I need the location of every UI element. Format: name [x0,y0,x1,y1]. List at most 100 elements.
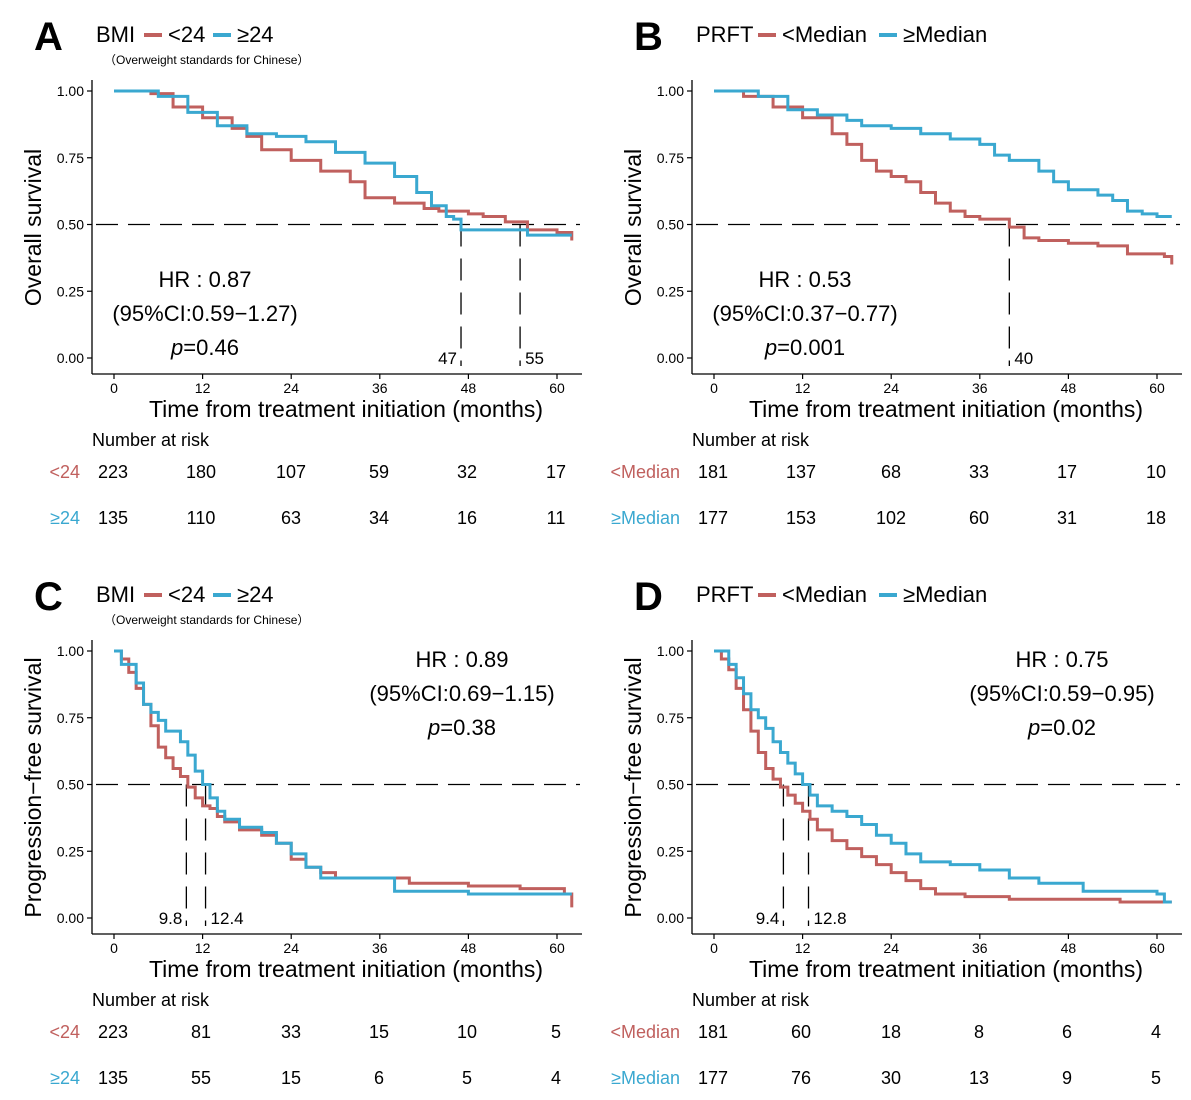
x-tick-label: 36 [972,940,988,956]
y-tick-label: 0.50 [57,217,84,233]
stats-block-A: HR : 0.87 (95%CI:0.59−1.27) p=0.46 [112,267,297,360]
x-tick-label: 36 [372,380,388,396]
legend-title: PRFT [696,582,753,607]
risk-count: 18 [881,1022,901,1042]
risk-count: 6 [374,1068,384,1088]
risk-count: 15 [281,1068,301,1088]
risk-count: 102 [876,508,906,528]
x-tick-label: 24 [283,940,299,956]
risk-count: 34 [369,508,389,528]
y-axis-title: Overall survival [20,149,46,306]
median-label: 9.8 [159,909,183,928]
x-tick-label: 24 [883,940,899,956]
risk-count: 15 [369,1022,389,1042]
risk-count: 63 [281,508,301,528]
risk-count: 33 [281,1022,301,1042]
risk-table-title: Number at risk [92,990,210,1010]
y-tick-label: 1.00 [657,643,684,659]
x-tick-label: 24 [283,380,299,396]
risk-count: 180 [186,462,216,482]
legend-label-high: ≥24 [237,22,274,47]
panel-D-letter: D [634,575,663,619]
risk-count: 17 [546,462,566,482]
risk-table-A: Number at risk <24 223 180 107 59 32 17 ≥24 135 11… [49,430,566,528]
p-value: p=0.02 [1027,715,1096,740]
risk-count: 137 [786,462,816,482]
panel-b: B PRFT <Median ≥Median 0.00 0.25 0.50 0.75 1.00 0… [600,0,1190,540]
risk-count: 55 [191,1068,211,1088]
median-label: 12.8 [814,909,847,928]
confidence-interval: (95%CI:0.59−0.95) [969,681,1154,706]
risk-count: 76 [791,1068,811,1088]
risk-count: 60 [969,508,989,528]
legend-label-high: ≥Median [903,22,987,47]
x-tick-label: 48 [1061,940,1077,956]
survival-curve-low [714,89,1174,265]
risk-count: 33 [969,462,989,482]
risk-count: 181 [698,462,728,482]
y-tick-label: 1.00 [57,643,84,659]
hazard-ratio: HR : 0.75 [1016,647,1109,672]
p-number: =0.46 [183,335,239,360]
x-tick-label: 36 [972,380,988,396]
x-tick-label: 0 [110,940,118,956]
risk-count: 5 [462,1068,472,1088]
legend-label-low: <Median [782,582,867,607]
confidence-interval: (95%CI:0.59−1.27) [112,301,297,326]
risk-row-label: <Median [610,1022,680,1042]
median-label: 9.4 [756,909,780,928]
survival-curve-high [114,89,572,237]
y-axis-title: Overall survival [620,149,646,306]
x-axis-title: Time from treatment initiation (months) [149,396,543,422]
p-number: =0.02 [1040,715,1096,740]
legend-A: BMI <24 ≥24 （Overweight standards for Chine… [96,22,309,67]
panel-d: D PRFT <Median ≥Median 0.00 0.25 0.50 0.75 1.00 0… [600,560,1190,1100]
x-tick-label: 0 [710,940,718,956]
legend-B: PRFT <Median ≥Median [696,22,987,47]
median-label: 12.4 [211,909,244,928]
risk-count: 8 [974,1022,984,1042]
risk-table-title: Number at risk [92,430,210,450]
p-value: p=0.38 [427,715,496,740]
legend-label-low: <Median [782,22,867,47]
y-tick-label: 0.00 [657,910,684,926]
x-tick-label: 0 [110,380,118,396]
legend-title: BMI [96,22,135,47]
risk-count: 11 [547,508,566,528]
survival-curve-low [714,649,1172,904]
hazard-ratio: HR : 0.87 [159,267,252,292]
chart-B-svg: B PRFT <Median ≥Median 0.00 0.25 0.50 0.75 1.00 0… [610,15,1182,528]
y-tick-label: 0.00 [57,910,84,926]
risk-row-label: <Median [610,462,680,482]
risk-count: 135 [98,508,128,528]
x-tick-label: 12 [195,940,211,956]
y-tick-label: 0.50 [657,217,684,233]
risk-count: 13 [969,1068,989,1088]
survival-curve-high [714,649,1172,904]
p-symbol: p [170,335,183,360]
risk-count: 223 [98,462,128,482]
stats-block-C: HR : 0.89 (95%CI:0.69−1.15) p=0.38 [369,647,554,740]
chart-D-svg: D PRFT <Median ≥Median 0.00 0.25 0.50 0.75 1.00 0… [610,575,1182,1088]
x-axis-title: Time from treatment initiation (months) [149,956,543,982]
risk-count: 10 [457,1022,477,1042]
y-tick-label: 1.00 [657,83,684,99]
risk-row-label: ≥24 [50,508,80,528]
legend-title: PRFT [696,22,753,47]
legend-title: BMI [96,582,135,607]
p-symbol: p [427,715,440,740]
panel-B-letter: B [634,15,663,59]
panel-C-letter: C [34,575,63,619]
x-tick-label: 12 [195,380,211,396]
p-number: =0.38 [440,715,496,740]
legend-label-high: ≥Median [903,582,987,607]
risk-table-C: Number at risk <24 223 81 33 15 10 5 ≥24 135 55 15 6… [49,990,561,1088]
risk-count: 68 [881,462,901,482]
survival-curve-high [114,649,572,896]
risk-table-D: Number at risk <Median 181 60 18 8 6 4 ≥Median 17… [610,990,1161,1088]
legend-C: BMI <24 ≥24 （Overweight standards for Chine… [96,582,309,627]
risk-table-title: Number at risk [692,430,810,450]
risk-count: 177 [698,1068,728,1088]
risk-row-label: <24 [49,1022,80,1042]
risk-count: 30 [881,1068,901,1088]
